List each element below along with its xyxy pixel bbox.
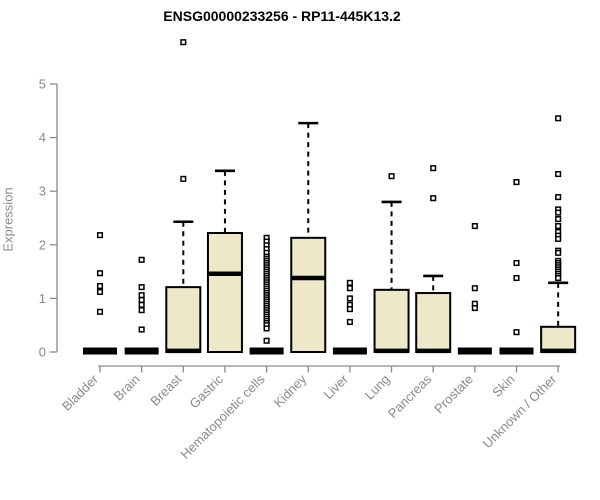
outlier-point-unknown-other — [555, 170, 562, 178]
y-tick-label: 5 — [39, 77, 46, 92]
outlier-point-brain — [138, 256, 145, 263]
outlier-point-prostate — [471, 222, 478, 230]
box-lung — [373, 288, 410, 354]
flat-box-bladder — [83, 347, 117, 355]
flat-box-skin — [499, 347, 534, 355]
box-gastric — [206, 232, 243, 353]
box-pancreas — [415, 292, 452, 354]
outlier-point-liver — [346, 318, 353, 326]
x-tick-label-lung: Lung — [362, 372, 393, 403]
outlier-point-brain — [138, 284, 145, 291]
outlier-point-liver — [346, 279, 353, 286]
outlier-point-liver — [346, 295, 353, 302]
chart-title: ENSG00000233256 - RP11-445K13.2 — [163, 8, 401, 24]
outlier-point-bladder — [96, 308, 104, 315]
outlier-point-bladder — [96, 270, 104, 277]
outlier-point-unknown-other — [555, 216, 562, 223]
outlier-point-brain — [138, 301, 145, 308]
outlier-point-unknown-other — [555, 249, 562, 256]
flat-box-brain — [124, 347, 159, 355]
outlier-point-brain — [138, 307, 145, 314]
outlier-point-unknown-other — [555, 194, 562, 201]
x-tick-label-pancreas: Pancreas — [385, 371, 435, 421]
outlier-point-unknown-other — [555, 235, 562, 242]
outlier-point-unknown-other — [555, 274, 562, 282]
outlier-point-liver — [346, 285, 353, 292]
outlier-point-unknown-other — [555, 115, 562, 122]
outlier-point-hematopoietic-cells — [263, 337, 270, 344]
y-tick-label: 2 — [39, 237, 46, 252]
flat-box-liver — [332, 347, 367, 355]
y-tick-label: 1 — [39, 291, 46, 306]
outlier-point-bladder — [96, 232, 104, 239]
y-tick-label: 4 — [39, 130, 46, 145]
flat-box-hematopoietic-cells — [249, 347, 284, 355]
outlier-point-unknown-other — [555, 209, 562, 216]
x-tick-label-kidney: Kidney — [271, 371, 310, 410]
outlier-point-prostate — [471, 304, 478, 312]
box-unknown-other — [540, 325, 577, 354]
x-tick-label-prostate: Prostate — [431, 372, 476, 417]
x-tick-label-bladder: Bladder — [59, 371, 102, 414]
outlier-point-brain — [138, 296, 145, 304]
outlier-point-skin — [513, 259, 520, 267]
outlier-point-skin — [513, 329, 520, 336]
outlier-point-pancreas — [430, 195, 437, 202]
x-tick-label-breast: Breast — [147, 371, 184, 408]
outlier-point-pancreas — [430, 165, 437, 172]
x-tick-label-gastric: Gastric — [186, 371, 226, 411]
y-tick-label: 3 — [39, 184, 46, 199]
outlier-point-prostate — [471, 285, 478, 292]
outlier-point-breast — [180, 175, 187, 182]
outlier-point-brain — [138, 326, 145, 333]
outlier-point-brain — [138, 292, 145, 299]
x-tick-label-liver: Liver — [320, 371, 351, 402]
x-tick-label-unknown-other: Unknown / Other — [480, 371, 560, 451]
outlier-point-bladder — [96, 283, 104, 290]
outlier-point-breast — [180, 39, 187, 46]
outlier-point-liver — [346, 306, 353, 313]
x-tick-label-skin: Skin — [489, 372, 517, 400]
outlier-point-skin — [513, 179, 520, 186]
outlier-point-lung — [388, 173, 395, 180]
x-tick-label-brain: Brain — [111, 372, 143, 404]
outlier-point-unknown-other — [555, 222, 562, 230]
box-kidney — [290, 236, 327, 353]
outlier-point-hematopoietic-cells — [263, 325, 270, 332]
y-tick-label: 0 — [39, 345, 46, 360]
outlier-point-bladder — [96, 288, 104, 296]
box-breast — [165, 286, 202, 354]
outlier-point-skin — [513, 274, 520, 282]
flat-box-prostate — [457, 347, 492, 355]
